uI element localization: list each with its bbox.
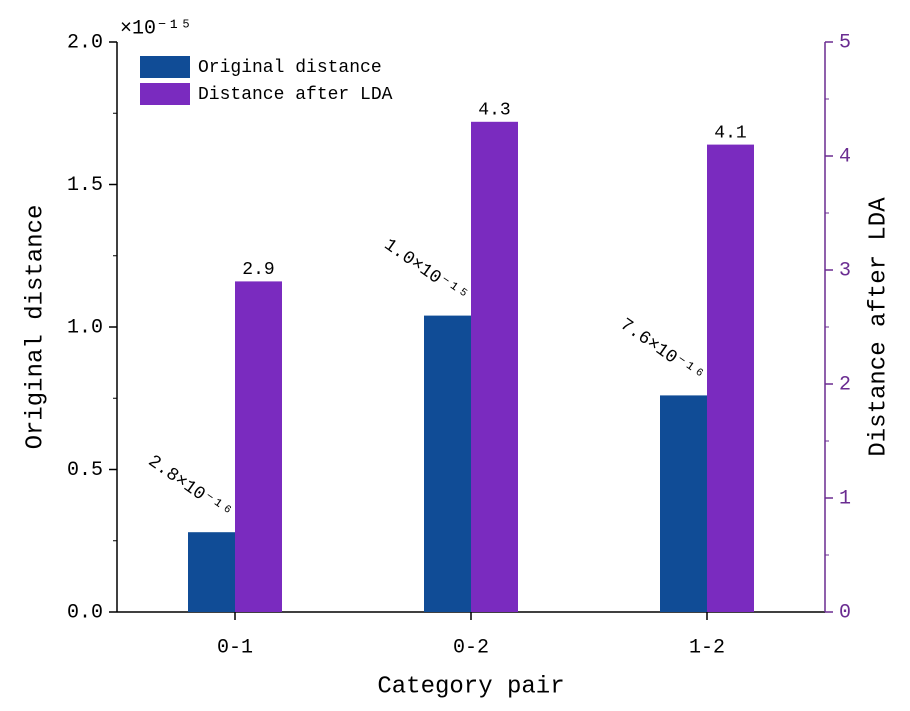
y2-tick-label: 4 [839, 145, 851, 168]
legend-swatch [140, 83, 190, 105]
legend-swatch [140, 56, 190, 78]
y-axis-title: Original distance [22, 205, 49, 450]
y-tick-label: 1.5 [67, 174, 103, 197]
y2-tick-label: 2 [839, 373, 851, 396]
x-tick-label: 0-1 [217, 636, 253, 659]
y2-tick-label: 5 [839, 31, 851, 54]
bar [188, 532, 235, 612]
bar [235, 281, 282, 612]
bar [660, 395, 707, 612]
y-tick-label: 0.5 [67, 459, 103, 482]
x-tick-label: 1-2 [689, 636, 725, 659]
value-label: 7.6×10⁻¹⁶ [616, 315, 707, 387]
x-tick-label: 0-2 [453, 636, 489, 659]
y2-tick-label: 1 [839, 487, 851, 510]
bar [471, 121, 518, 613]
bar [424, 315, 471, 612]
y-tick-label: 0.0 [67, 601, 103, 624]
value-label: 4.3 [478, 101, 510, 121]
y-multiplier: ×10⁻¹⁵ [120, 17, 192, 40]
y-tick-label: 1.0 [67, 316, 103, 339]
value-label: 2.9 [242, 260, 274, 280]
bar [707, 144, 754, 612]
legend-label: Original distance [198, 58, 382, 78]
y-tick-label: 2.0 [67, 31, 103, 54]
y2-axis-title: Distance after LDA [865, 197, 892, 457]
legend-label: Distance after LDA [198, 85, 393, 105]
value-label: 1.0×10⁻¹⁵ [380, 235, 471, 307]
y2-tick-label: 0 [839, 601, 851, 624]
value-label: 4.1 [714, 123, 746, 143]
x-axis-title: Category pair [377, 673, 564, 700]
y2-tick-label: 3 [839, 259, 851, 282]
value-label: 2.8×10⁻¹⁶ [144, 452, 235, 524]
